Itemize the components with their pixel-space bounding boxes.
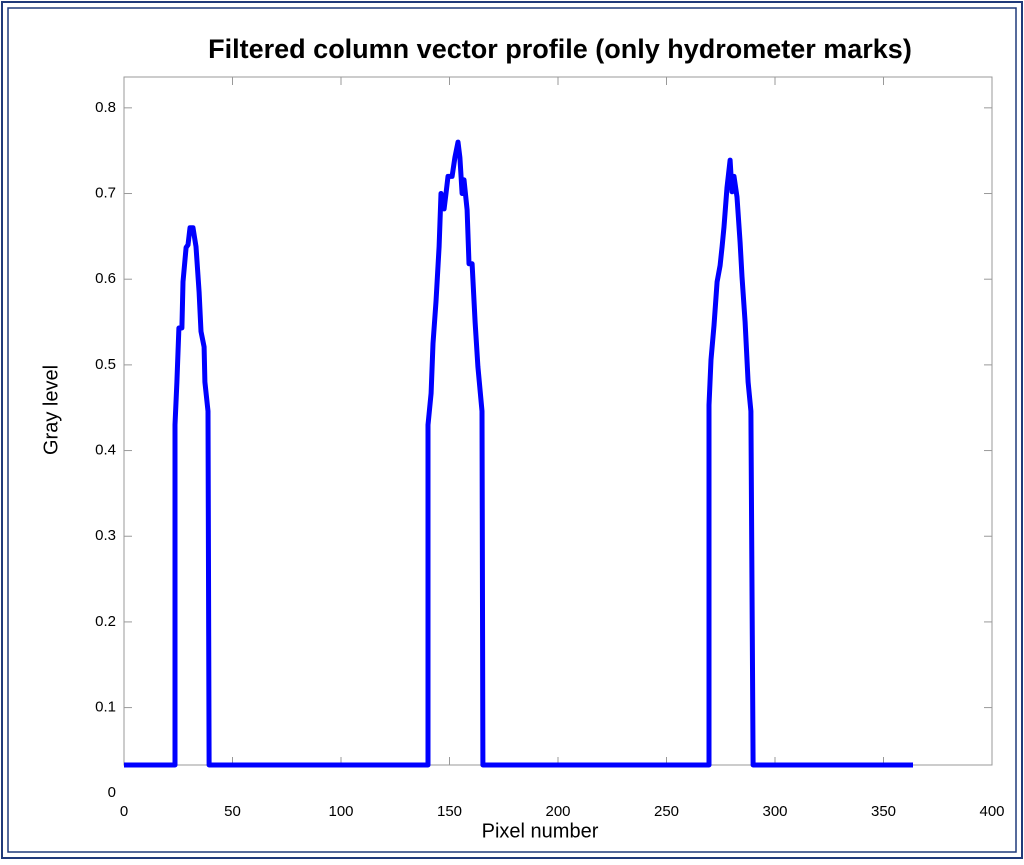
x-axis-label: Pixel number xyxy=(482,820,599,842)
y-tick-label: 0.5 xyxy=(95,356,116,373)
y-tick-label: 0.3 xyxy=(95,527,116,544)
y-tick-label: 0.7 xyxy=(95,184,116,201)
chart-title: Filtered column vector profile (only hyd… xyxy=(208,34,912,64)
y-tick-label: 0.6 xyxy=(95,270,116,287)
x-tick-label: 50 xyxy=(224,803,241,820)
y-tick-label: 0.4 xyxy=(95,442,116,459)
y-tick-label: 0.8 xyxy=(95,99,116,116)
plot-area xyxy=(123,76,993,766)
y-tick-label: 0.1 xyxy=(95,699,116,716)
x-tick-label: 0 xyxy=(120,803,128,820)
y-axis-label: Gray level xyxy=(40,365,62,455)
y-tick-label: 0 xyxy=(108,784,116,801)
x-tick-label: 400 xyxy=(979,803,1004,820)
x-tick-label: 300 xyxy=(762,803,787,820)
x-tick-label: 100 xyxy=(328,803,353,820)
x-tick-label: 350 xyxy=(871,803,896,820)
x-tick-label: 150 xyxy=(437,803,462,820)
x-tick-label: 250 xyxy=(654,803,679,820)
x-tick-label: 200 xyxy=(545,803,570,820)
inner-frame xyxy=(7,7,1017,853)
y-tick-label: 0.2 xyxy=(95,613,116,630)
data-line xyxy=(124,139,913,768)
